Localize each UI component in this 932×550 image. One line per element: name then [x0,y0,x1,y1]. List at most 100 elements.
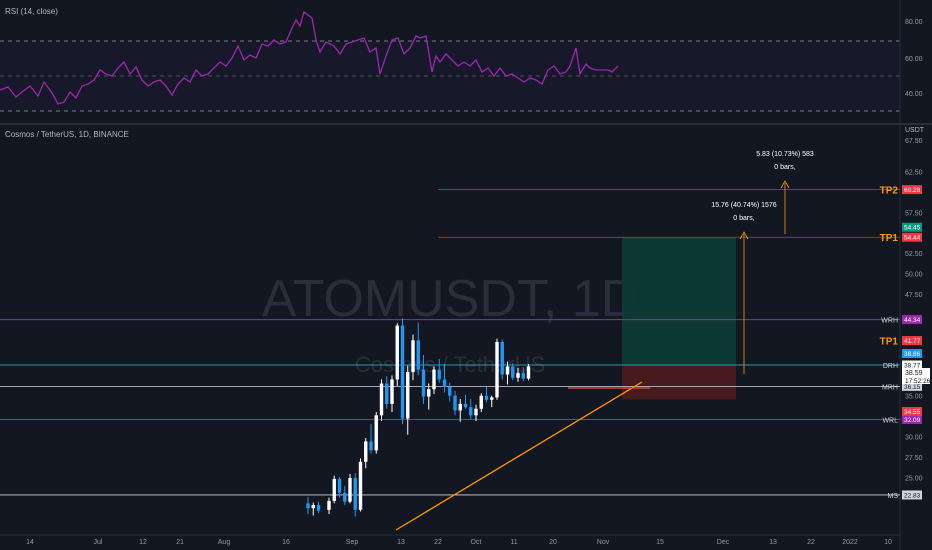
candle-body [495,341,499,398]
price-tick: 62.50 [905,170,923,177]
red-price-text: 34.55 [904,409,921,416]
loss-zone [622,364,736,400]
candle-body [469,407,473,416]
candle [484,386,489,403]
candle-body [479,395,483,409]
measurement-tools: 5.83 (10.73%) 583 0 bars, 15.76 (40.74%)… [711,151,814,374]
level-badge [902,360,922,370]
time-tick: 20 [549,539,557,546]
candle-body [390,379,394,404]
watermark-symbol: ATOMUSDT, 1D [262,270,639,328]
level-badge [902,185,922,195]
candle-body [484,395,489,400]
candle [406,365,410,435]
candle-body [327,500,331,510]
cyan-price-text: 38.86 [904,351,921,358]
candle [332,475,336,504]
level-label-ms: MS [888,493,899,500]
level-label-tp1: TP1 [880,233,899,244]
time-tick: Aug [218,539,231,546]
candlestick-series [306,318,531,517]
candle-body [316,504,321,511]
candle [379,379,384,422]
level-extra-badge-text: 54.45 [904,225,921,232]
candle [511,363,515,381]
price-tick: 35.00 [905,394,923,401]
candle [437,359,441,383]
candle-body [416,340,420,370]
candle-body [505,366,510,375]
candle-body [453,395,457,411]
candle [479,393,483,413]
time-tick: 14 [26,539,34,546]
candle [337,477,342,498]
time-tick: 13 [769,539,777,546]
candle [364,438,368,469]
time-tick: 15 [656,539,664,546]
candle-body [442,379,447,387]
candle [390,375,394,413]
candle [516,368,520,382]
time-tick: 10 [884,539,892,546]
candle [306,496,310,514]
time-tick: Oct [471,539,482,546]
level-badge [902,490,922,500]
time-tick: 2022 [842,539,858,546]
candle-body [511,366,515,378]
time-tick: 22 [434,539,442,546]
price-tick: 52.50 [905,251,923,258]
candle [353,473,357,517]
candle [495,338,499,400]
price-tick: 50.00 [905,271,923,278]
level-extra-badge [902,222,922,232]
candle-body [374,415,378,451]
candle [421,354,426,404]
candle-body [490,397,494,400]
rsi-panel: RSI (14, close) 80.00 60.00 40.00 [0,7,923,112]
time-axis: 14 Jul 12 21 Aug 16 Sep 13 22 Oct 11 20 Nov 15 Dec 13 22… [26,539,892,546]
candle-body [400,325,405,419]
time-tick: 22 [807,539,815,546]
price-tick: 25.00 [905,475,923,482]
level-label-tp1: TP1 [880,337,899,348]
candle-body [385,383,389,404]
time-tick: 13 [397,539,405,546]
candle [311,502,315,516]
candle [448,382,452,402]
candle [427,383,431,410]
candle [458,398,462,422]
candle [374,412,378,454]
candle-body [463,403,468,408]
price-tick-top: 67.50 [905,138,923,145]
candle-body [348,478,352,502]
candle-body [311,504,315,509]
candle-body [358,461,363,510]
level-badge-text: 38.77 [904,362,921,369]
candle [500,339,504,380]
measure-arrowhead-2 [780,180,790,189]
candle-body [437,369,441,380]
level-badge [902,232,922,242]
cyan-price-badge [902,349,922,358]
countdown-badge [902,376,930,384]
ascending-trendline[interactable] [395,381,643,531]
price-tick: 27.50 [905,455,923,462]
rsi-tick-80: 80.00 [905,19,923,26]
current-price-badge [902,368,930,376]
candle-body [364,441,368,462]
candle-body [432,369,436,390]
candle [474,404,478,422]
candle [505,361,510,385]
level-badge-text: 36.15 [904,384,921,391]
rsi-tick-60: 60.00 [905,56,923,63]
rsi-label: RSI (14, close) [5,7,58,16]
candle [385,376,389,409]
measure-1-line2: 0 bars, [733,215,754,222]
candle [490,395,494,408]
currency-label: USDT [905,127,925,134]
level-badge [902,414,922,424]
candle-body [516,372,520,378]
candle-body [343,492,347,502]
candle-body [458,403,462,411]
